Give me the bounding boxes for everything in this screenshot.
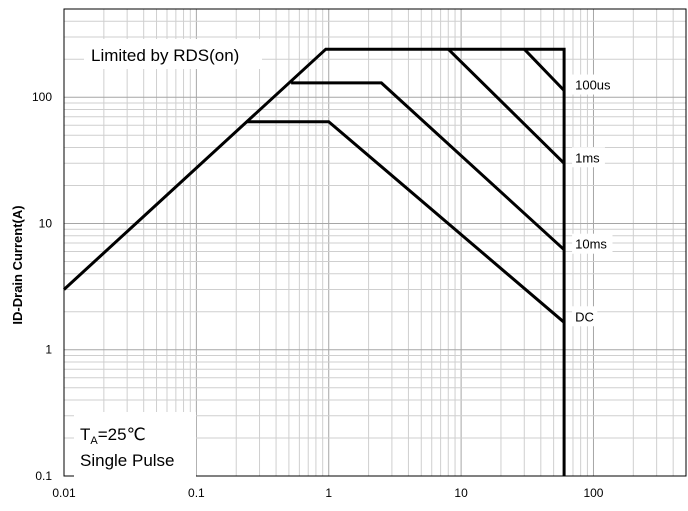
temperature-value: =25℃ [98,425,146,444]
x-tick-label: 0.01 [52,486,76,500]
series-label-layer: 100us 1ms 10ms DC [572,74,621,327]
temperature-t: T [80,425,90,444]
temperature-subscript: A [90,435,98,447]
series-label: 100us [575,78,611,93]
y-tick-label: 100 [32,90,52,104]
x-tick-label: 10 [454,486,468,500]
y-tick-label: 1 [45,343,52,357]
series-line-1ms [447,48,566,165]
series-line-dc [246,120,566,324]
single-pulse-annotation: Single Pulse [80,451,175,470]
y-tick-label: 10 [39,216,53,230]
limited-annotation: Limited by RDS(on) [84,39,262,69]
conditions-annotation: TA=25℃ Single Pulse [74,412,196,478]
limited-annotation-text: Limited by RDS(on) [91,46,239,65]
series-label-bg [572,74,621,95]
series-line-10ms [291,81,566,251]
series-label-bg [572,233,613,254]
x-tick-label: 0.1 [188,486,205,500]
grid [63,8,687,477]
series-layer [62,47,566,476]
temperature-annotation: TA=25℃ [80,425,146,447]
x-tick-label: 100 [583,486,603,500]
series-line-boundary [62,47,566,476]
series-label-bg [572,147,605,168]
x-tick-label: 1 [325,486,332,500]
plot-frame [63,8,687,477]
y-tick-label: 0.1 [35,469,52,483]
series-label: DC [575,309,594,324]
y-axis-label: ID-Drain Current(A) [10,205,25,324]
series-label: 10ms [575,237,607,252]
series-line-100us [523,48,566,92]
series-label-bg [572,306,598,327]
series-label: 1ms [575,150,600,165]
